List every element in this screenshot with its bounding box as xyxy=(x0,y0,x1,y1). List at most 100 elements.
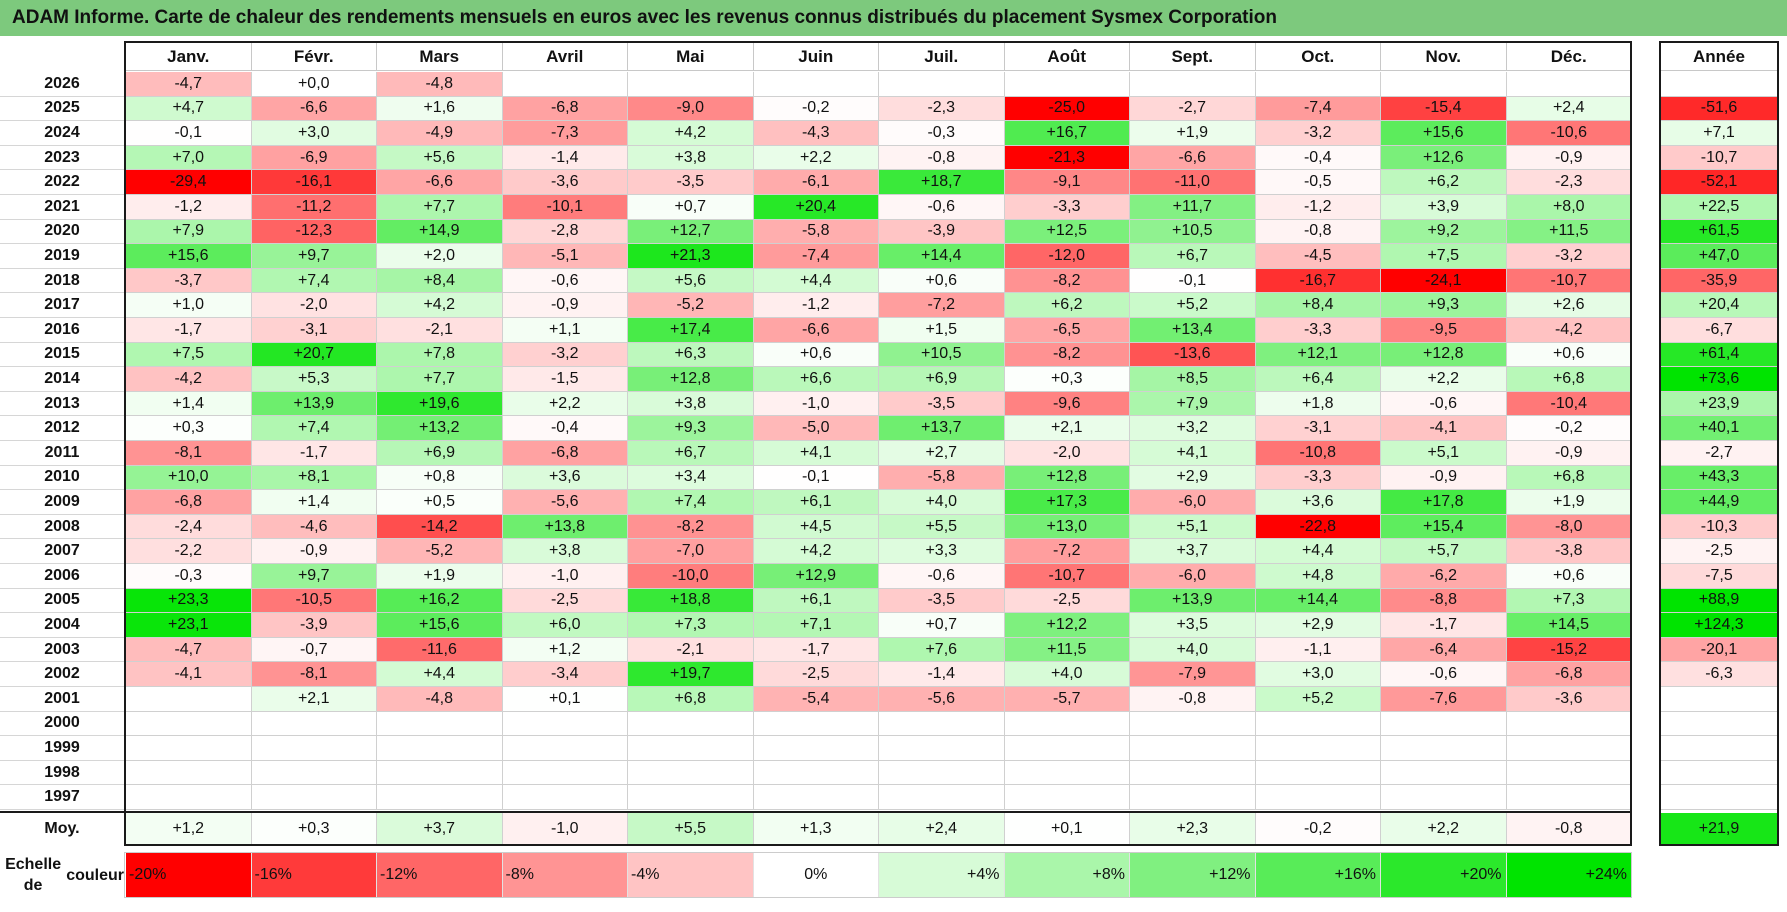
heatmap-cell: +21,3 xyxy=(628,244,754,269)
month-header: Août xyxy=(1004,43,1130,71)
heatmap-cell: -6,6 xyxy=(753,318,879,343)
heatmap-cell: +3,0 xyxy=(251,121,377,146)
heatmap-cell: +7,9 xyxy=(126,219,252,245)
heatmap-cell: -6,6 xyxy=(1130,145,1256,171)
year-total-cell: -2,5 xyxy=(1661,539,1777,564)
heatmap-cell: +14,4 xyxy=(879,244,1005,269)
year-total-cell: +88,9 xyxy=(1661,588,1777,614)
heatmap-cell: +5,2 xyxy=(1130,293,1256,318)
heatmap-cell: +23,3 xyxy=(126,588,252,614)
heatmap-cell: -8,1 xyxy=(126,441,252,466)
heatmap-cell: +4,4 xyxy=(377,662,503,687)
heatmap-cell: +7,5 xyxy=(1381,244,1507,269)
year-total-cell: +124,3 xyxy=(1661,613,1777,638)
heatmap-cell: -29,4 xyxy=(126,170,252,195)
year-label: 2024 xyxy=(0,121,124,146)
heatmap-cell: -2,1 xyxy=(377,318,503,343)
heatmap-cell: -0,2 xyxy=(753,96,879,122)
heatmap-cell: +10,5 xyxy=(1130,219,1256,245)
average-cell: +5,5 xyxy=(628,813,754,844)
heatmap-cell: -6,8 xyxy=(502,96,628,122)
heatmap-cell: -0,1 xyxy=(1130,268,1256,294)
year-total-cell: +20,4 xyxy=(1661,293,1777,318)
year-label: 2022 xyxy=(0,170,124,195)
heatmap-cell xyxy=(1506,785,1632,810)
heatmap-cell: -4,1 xyxy=(126,662,252,687)
month-header: Juin xyxy=(753,43,879,71)
heatmap-cell xyxy=(628,736,754,761)
average-cell: +0,1 xyxy=(1004,813,1130,844)
heatmap-cell: -5,4 xyxy=(753,687,879,712)
heatmap-cell: +4,7 xyxy=(126,96,252,122)
heatmap-cell xyxy=(502,736,628,761)
heatmap-cell xyxy=(126,760,252,786)
heatmap-cell: -4,8 xyxy=(377,687,503,712)
heatmap-cell: +10,5 xyxy=(879,342,1005,368)
heatmap-cell: +1,4 xyxy=(251,490,377,515)
color-scale-label-line2: couleur xyxy=(66,866,124,884)
heatmap-cell: +1,9 xyxy=(377,564,503,589)
heatmap-cell: -5,7 xyxy=(1004,687,1130,712)
heatmap-cell: -0,6 xyxy=(879,195,1005,220)
year-total-cell: -20,1 xyxy=(1661,637,1777,663)
year-label: 2023 xyxy=(0,146,124,171)
year-total-cell: -52,1 xyxy=(1661,170,1777,195)
year-total-cell: +23,9 xyxy=(1661,391,1777,417)
color-scale-step: -20% xyxy=(126,852,252,898)
heatmap-cell: +0,7 xyxy=(628,195,754,220)
year-label: 2000 xyxy=(0,712,124,737)
heatmap-cell: -0,6 xyxy=(1381,391,1507,417)
heatmap-cell: -3,3 xyxy=(1255,318,1381,343)
heatmap-cell: +12,9 xyxy=(753,564,879,589)
heatmap-cell: +3,9 xyxy=(1381,195,1507,220)
heatmap-cell: -3,1 xyxy=(1255,416,1381,441)
heatmap-cell: +7,4 xyxy=(628,490,754,515)
heatmap-cell: +23,1 xyxy=(126,613,252,638)
year-total-cell xyxy=(1661,72,1777,97)
heatmap-cell xyxy=(1004,785,1130,810)
heatmap-cell: +0,8 xyxy=(377,465,503,491)
year-label: 1998 xyxy=(0,761,124,786)
heatmap-cell: -9,1 xyxy=(1004,170,1130,195)
heatmap-cell: -3,3 xyxy=(1004,195,1130,220)
heatmap-cell: +2,4 xyxy=(1506,96,1632,122)
year-label: 2017 xyxy=(0,293,124,318)
heatmap-cell: -1,0 xyxy=(502,564,628,589)
heatmap-cell: -3,5 xyxy=(879,588,1005,614)
heatmap-cell: -0,7 xyxy=(251,637,377,663)
heatmap-cell: -0,6 xyxy=(879,564,1005,589)
heatmap-cell: -10,0 xyxy=(628,564,754,589)
heatmap-cell: -7,3 xyxy=(502,121,628,146)
year-total-cell: -6,7 xyxy=(1661,318,1777,343)
heatmap-cell: +7,1 xyxy=(753,613,879,638)
year-label: 2016 xyxy=(0,318,124,343)
year-total-cell: -10,3 xyxy=(1661,514,1777,540)
heatmap-cell xyxy=(753,72,879,97)
heatmap-cell: -5,2 xyxy=(377,539,503,564)
heatmap-cell xyxy=(1130,72,1256,97)
month-header: Juil. xyxy=(879,43,1005,71)
heatmap-cell: -16,1 xyxy=(251,170,377,195)
heatmap-cell: -3,2 xyxy=(1255,121,1381,146)
year-total-cell: -2,7 xyxy=(1661,441,1777,466)
heatmap-cell: -7,4 xyxy=(1255,96,1381,122)
heatmap-cell: -11,6 xyxy=(377,637,503,663)
heatmap-cell: -1,2 xyxy=(126,195,252,220)
heatmap-cell: +1,6 xyxy=(377,96,503,122)
heatmap-cell xyxy=(1004,72,1130,97)
heatmap-cell: -0,1 xyxy=(126,121,252,146)
heatmap-cell: +3,8 xyxy=(502,539,628,564)
heatmap-cell: +6,9 xyxy=(879,367,1005,392)
heatmap-cell: -10,6 xyxy=(1506,121,1632,146)
color-scale-step: -12% xyxy=(377,852,503,898)
heatmap-cell: -1,1 xyxy=(1255,637,1381,663)
heatmap-cell xyxy=(1004,760,1130,786)
heatmap-cell: +2,1 xyxy=(1004,416,1130,441)
year-total-cell: +44,9 xyxy=(1661,490,1777,515)
heatmap-cell: +7,5 xyxy=(126,342,252,368)
month-header: Mai xyxy=(628,43,754,71)
heatmap-cell: -3,3 xyxy=(1255,465,1381,491)
heatmap-cell: -4,7 xyxy=(126,637,252,663)
heatmap-cell xyxy=(879,760,1005,786)
heatmap-cell: -11,2 xyxy=(251,195,377,220)
